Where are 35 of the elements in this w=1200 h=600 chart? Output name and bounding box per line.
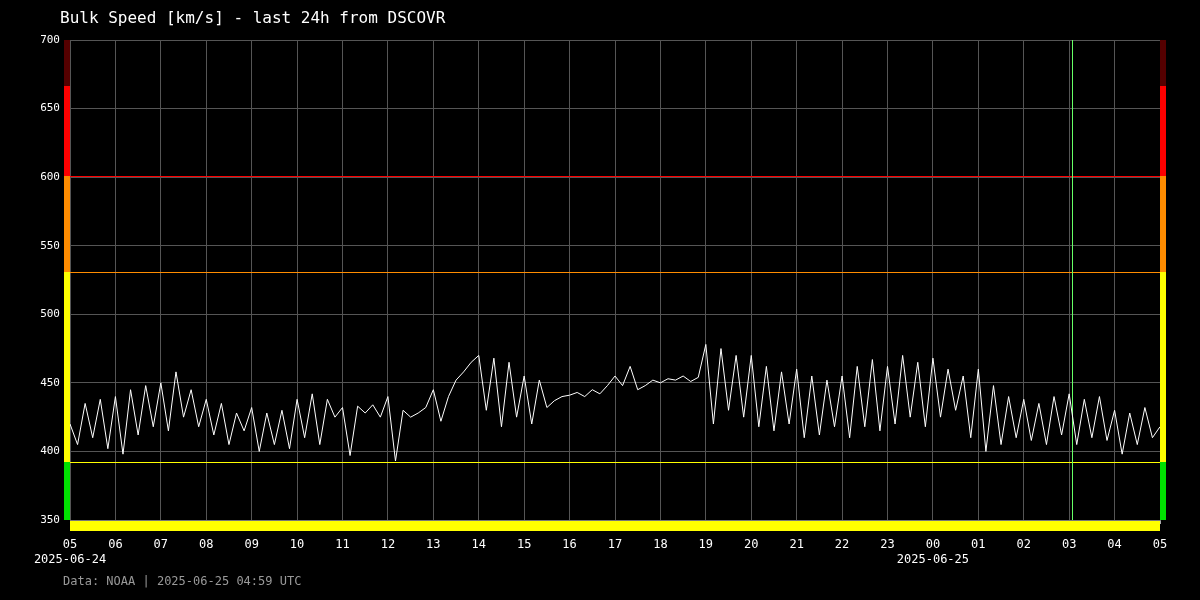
- y-tick-label: 500: [40, 307, 60, 321]
- y-tick-label: 650: [40, 101, 60, 115]
- y-tick-label: 700: [40, 32, 60, 46]
- chart-title: Bulk Speed [km/s] - last 24h from DSCOVR: [60, 8, 446, 28]
- x-tick-label: 21: [789, 537, 804, 552]
- x-tick-label: 16: [562, 537, 577, 552]
- x-tick-label: 04: [1107, 537, 1122, 552]
- x-tick-label: 05: [1152, 537, 1168, 552]
- x-tick-label: 19: [698, 537, 714, 552]
- y-tick-label: 450: [40, 375, 60, 389]
- x-tick-label: 12: [380, 537, 396, 552]
- x-tick-label: 23: [880, 537, 895, 552]
- x-tick-label: 01: [971, 537, 986, 552]
- x-tick-label: 00 2025-06-25: [896, 537, 970, 566]
- x-tick-label: 22: [834, 537, 850, 552]
- y-tick-label: 400: [40, 444, 60, 458]
- x-tick-label: 20: [744, 537, 759, 552]
- x-tick-label: 14: [471, 537, 486, 552]
- x-tick-label: 05 2025-06-24: [33, 537, 107, 566]
- x-tick-label: 06: [108, 537, 123, 552]
- x-tick-label: 07: [153, 537, 169, 552]
- x-tick-label: 18: [653, 537, 668, 552]
- text: Data: NOAA | 2025-06-25 04:59 UTC: [63, 574, 302, 589]
- x-tick-label: 11: [335, 537, 350, 552]
- x-tick-label: 17: [607, 537, 623, 552]
- x-tick-label: 10: [289, 537, 305, 552]
- y-tick-label: 550: [40, 238, 60, 252]
- x-tick-label: 13: [426, 537, 441, 552]
- x-tick-label: 08: [199, 537, 214, 552]
- x-tick-label: 15: [516, 537, 532, 552]
- x-tick-label: 02: [1016, 537, 1031, 552]
- y-tick-label: 600: [40, 170, 60, 183]
- x-tick-label: 09: [244, 537, 259, 552]
- y-tick-label: 350: [40, 512, 60, 526]
- x-tick-label: 03: [1061, 537, 1077, 552]
